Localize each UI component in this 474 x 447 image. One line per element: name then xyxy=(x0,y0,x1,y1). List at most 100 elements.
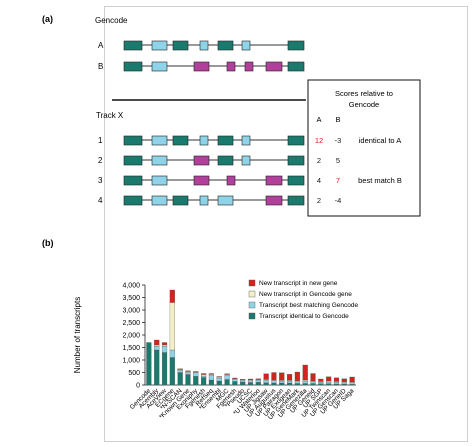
exon xyxy=(265,61,283,72)
bar-segment xyxy=(216,376,222,378)
score-b: 5 xyxy=(336,156,340,165)
panel-b: (b) Number of transcripts 0 500 1,000 1,500… xyxy=(42,238,358,421)
exon xyxy=(151,61,168,72)
bar-segment xyxy=(279,372,285,381)
bar-segment xyxy=(247,382,254,386)
track-title: Track X xyxy=(96,111,124,120)
bar-segment xyxy=(240,381,246,386)
track-row-label: 2 xyxy=(98,156,103,165)
exon xyxy=(123,175,143,186)
score-b: -4 xyxy=(335,196,342,205)
bar-segment xyxy=(161,344,168,347)
scores-title-line1: Scores relative to xyxy=(335,89,393,98)
bar-segment xyxy=(185,374,191,386)
exon xyxy=(241,155,251,166)
bar-segment xyxy=(232,377,238,379)
score-note: identical to A xyxy=(359,136,402,145)
y-tick-label: 500 xyxy=(128,370,140,377)
bar-segment xyxy=(287,380,293,384)
scores-box: Scores relative to Gencode A B 12 -3 ident… xyxy=(307,79,421,217)
track-row-label: 1 xyxy=(98,136,103,145)
bar-segment xyxy=(326,383,332,386)
score-b: -3 xyxy=(335,136,342,145)
legend-swatch xyxy=(248,279,256,287)
bar-segment xyxy=(154,344,160,347)
bar-segment xyxy=(232,381,238,386)
bar-segment xyxy=(169,289,175,303)
exon xyxy=(151,40,168,51)
bar-segment xyxy=(224,373,230,375)
exon xyxy=(287,135,305,146)
y-axis-label: Number of transcripts xyxy=(73,297,82,373)
exon xyxy=(123,155,143,166)
exon xyxy=(151,135,168,146)
bar-segment xyxy=(161,352,168,386)
bar-segment xyxy=(302,364,308,381)
bar-segment xyxy=(333,377,340,382)
y-tick-label: 2,000 xyxy=(122,333,140,340)
bar-segment xyxy=(263,380,269,383)
bar-segment xyxy=(201,373,207,375)
exon xyxy=(199,135,209,146)
legend-label: Transcript best matching Gencode xyxy=(259,302,358,309)
exon xyxy=(287,155,305,166)
figure-frame xyxy=(104,6,468,442)
bar-segment xyxy=(169,302,175,351)
bar-segment xyxy=(326,381,332,384)
exon xyxy=(217,195,234,206)
bar-segment xyxy=(310,381,316,384)
bar-segment xyxy=(294,381,300,384)
score-b: 7 xyxy=(336,176,340,185)
bar-segment xyxy=(318,378,324,382)
bar-segment xyxy=(310,383,316,386)
legend-label: New transcript in new gene xyxy=(259,280,338,287)
bar-segment xyxy=(185,370,191,372)
bar-segment xyxy=(161,342,168,346)
bar-segment xyxy=(216,377,222,382)
exon xyxy=(193,175,210,186)
exon xyxy=(265,195,283,206)
exon xyxy=(287,61,305,72)
bar-segment xyxy=(154,339,160,346)
exon xyxy=(123,135,143,146)
y-tick-label: 4,000 xyxy=(122,283,140,290)
exon xyxy=(123,40,143,51)
bar-segment xyxy=(255,382,261,386)
panel-a-label: (a) xyxy=(42,14,53,24)
bar-segment xyxy=(349,382,355,385)
bar-segment xyxy=(302,383,308,386)
bar-segment xyxy=(193,376,199,386)
exon xyxy=(241,40,251,51)
y-tick-label: 3,500 xyxy=(122,295,140,302)
bar-segment xyxy=(208,374,214,381)
legend-swatch xyxy=(248,290,256,298)
bar-segment xyxy=(271,372,277,381)
bar-segment xyxy=(216,380,222,386)
bar-segment xyxy=(279,380,285,384)
bar-segment xyxy=(177,368,183,370)
bar-segment xyxy=(161,346,168,353)
row-label-b: B xyxy=(98,62,103,71)
exon xyxy=(151,175,168,186)
exon xyxy=(265,175,283,186)
bar-segment xyxy=(240,380,246,383)
score-note: best match B xyxy=(358,176,402,185)
exon xyxy=(193,61,210,72)
row-label-a: A xyxy=(98,41,104,50)
bar-segment xyxy=(294,371,300,381)
bar-segment xyxy=(201,377,207,386)
scores-box-border xyxy=(307,79,421,217)
exon xyxy=(199,40,209,51)
legend-swatch xyxy=(248,301,256,309)
y-tick-label: 2,500 xyxy=(122,320,140,327)
scores-title-line2: Gencode xyxy=(349,100,379,109)
bar-segment xyxy=(247,380,254,383)
legend-label: New transcript in Gencode gene xyxy=(259,291,352,298)
bar-segment xyxy=(310,373,316,382)
bar-segment xyxy=(208,379,214,386)
bar-segment xyxy=(341,382,347,385)
bar-segment xyxy=(232,379,238,382)
y-tick-label: 3,000 xyxy=(122,308,140,315)
